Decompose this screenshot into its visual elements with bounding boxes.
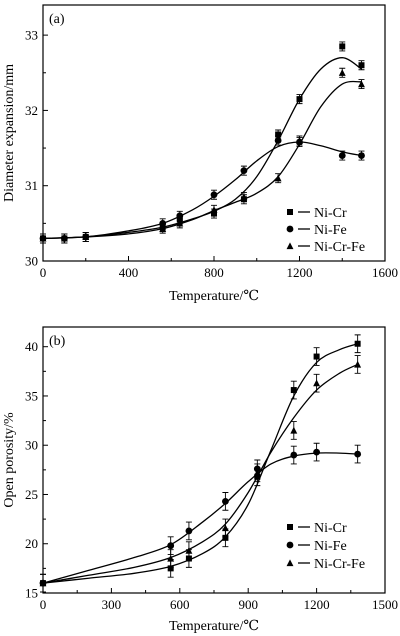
x-tick-label: 1200 <box>304 597 330 612</box>
data-point-ni-cr-fe <box>296 136 303 144</box>
x-tick-label: 1200 <box>287 265 313 280</box>
data-point-ni-cr <box>222 534 229 541</box>
data-point-ni-cr-fe <box>221 524 229 532</box>
data-point-ni-cr-fe <box>274 174 282 182</box>
data-point-ni-fe <box>338 152 346 159</box>
panel-label: (b) <box>49 334 66 349</box>
data-point-ni-fe <box>210 191 218 199</box>
y-tick-label: 40 <box>25 339 38 354</box>
y-tick-label: 15 <box>25 586 38 601</box>
data-point-ni-fe <box>358 152 365 159</box>
data-point-ni-cr <box>354 340 361 347</box>
data-point-ni-cr-fe <box>240 193 248 201</box>
legend-marker-ni-fe <box>286 541 294 549</box>
data-point-ni-cr-fe <box>39 234 47 242</box>
data-point-ni-cr <box>296 96 303 103</box>
data-point-ni-cr <box>275 131 282 138</box>
legend-label-ni-cr: Ni-Cr <box>314 206 347 221</box>
data-point-ni-fe <box>290 451 298 459</box>
data-point-ni-fe <box>274 137 282 144</box>
data-point-ni-cr-fe <box>354 360 362 368</box>
data-point-ni-cr <box>358 62 365 69</box>
fit-curve-ni-cr <box>42 57 362 240</box>
data-point-ni-cr-fe <box>290 426 298 434</box>
fit-curve-ni-cr <box>42 343 358 584</box>
data-point-ni-fe <box>354 450 362 458</box>
x-tick-label: 1600 <box>372 265 398 280</box>
panel-a: 0 400 800 1200 1600 30 31 32 33 Temperature/℃ Diam… <box>2 4 398 304</box>
legend-marker-ni-cr <box>287 524 293 530</box>
data-point-ni-cr-fe <box>338 69 346 76</box>
y-tick-label: 31 <box>25 178 38 193</box>
data-point-ni-fe <box>159 219 167 227</box>
legend-marker-ni-cr-fe <box>286 242 294 250</box>
y-tick-label: 30 <box>25 438 38 453</box>
legend-label-ni-cr-fe: Ni-Cr-Fe <box>314 240 365 255</box>
y-tick-label: 33 <box>25 28 38 43</box>
data-point-ni-fe <box>176 212 184 220</box>
x-tick-label: 0 <box>40 265 47 280</box>
x-tick-label: 400 <box>119 265 139 280</box>
data-point-ni-cr-fe <box>176 219 184 227</box>
data-point-ni-cr-fe <box>253 469 261 476</box>
x-axis-label: Temperature/℃ <box>169 619 259 634</box>
legend-marker-ni-fe <box>286 225 294 233</box>
legend-label-ni-cr-fe: Ni-Cr-Fe <box>314 557 365 572</box>
y-tick-label: 35 <box>25 388 38 403</box>
fit-curve-ni-fe <box>42 141 362 240</box>
x-tick-label: 1500 <box>372 597 398 612</box>
fit-curve-ni-fe <box>42 452 358 584</box>
legend-label-ni-cr: Ni-Cr <box>314 521 347 536</box>
data-point-ni-cr <box>339 43 346 50</box>
data-point-ni-cr-fe <box>167 554 175 562</box>
y-tick-label: 25 <box>25 487 38 502</box>
data-point-ni-fe <box>167 542 175 550</box>
data-point-ni-cr <box>313 353 320 360</box>
x-axis-label: Temperature/℃ <box>169 289 259 304</box>
x-tick-label: 0 <box>40 597 47 612</box>
data-point-ni-cr-fe <box>159 224 167 232</box>
x-tick-label: 900 <box>238 597 258 612</box>
data-point-ni-fe <box>240 167 248 175</box>
data-point-ni-cr-fe <box>82 233 90 241</box>
data-point-ni-cr <box>167 565 174 572</box>
y-tick-label: 20 <box>25 536 38 551</box>
panel-label: (a) <box>49 12 65 27</box>
data-point-ni-fe <box>313 448 320 456</box>
y-tick-label: 32 <box>25 103 38 118</box>
fit-curve-ni-cr-fe <box>42 80 362 240</box>
x-tick-label: 600 <box>170 597 190 612</box>
panel-b: 0 300 600 900 1200 1500 15 20 25 30 35 40 Temperatur… <box>2 326 398 634</box>
y-axis-label: Open porosity/% <box>2 412 17 508</box>
legend-label-ni-fe: Ni-Fe <box>314 539 347 554</box>
x-tick-label: 300 <box>102 597 122 612</box>
data-point-ni-cr-fe <box>185 546 193 554</box>
data-point-ni-cr-fe <box>210 206 218 213</box>
data-point-ni-fe <box>185 527 193 535</box>
data-point-ni-cr-fe <box>39 579 47 587</box>
x-tick-label: 800 <box>204 265 224 280</box>
data-point-ni-cr <box>290 387 297 394</box>
data-point-ni-cr-fe <box>358 80 365 88</box>
data-point-ni-fe <box>222 497 229 505</box>
data-point-ni-cr-fe <box>313 379 321 387</box>
legend-marker-ni-cr <box>287 209 293 215</box>
y-axis-label: Diameter expansion/mm <box>2 64 17 202</box>
data-point-ni-cr-fe <box>60 234 68 242</box>
legend-marker-ni-cr-fe <box>286 559 294 567</box>
legend-label-ni-fe: Ni-Fe <box>314 223 347 238</box>
fit-curve-ni-cr-fe <box>42 363 358 584</box>
y-tick-label: 30 <box>25 254 38 269</box>
